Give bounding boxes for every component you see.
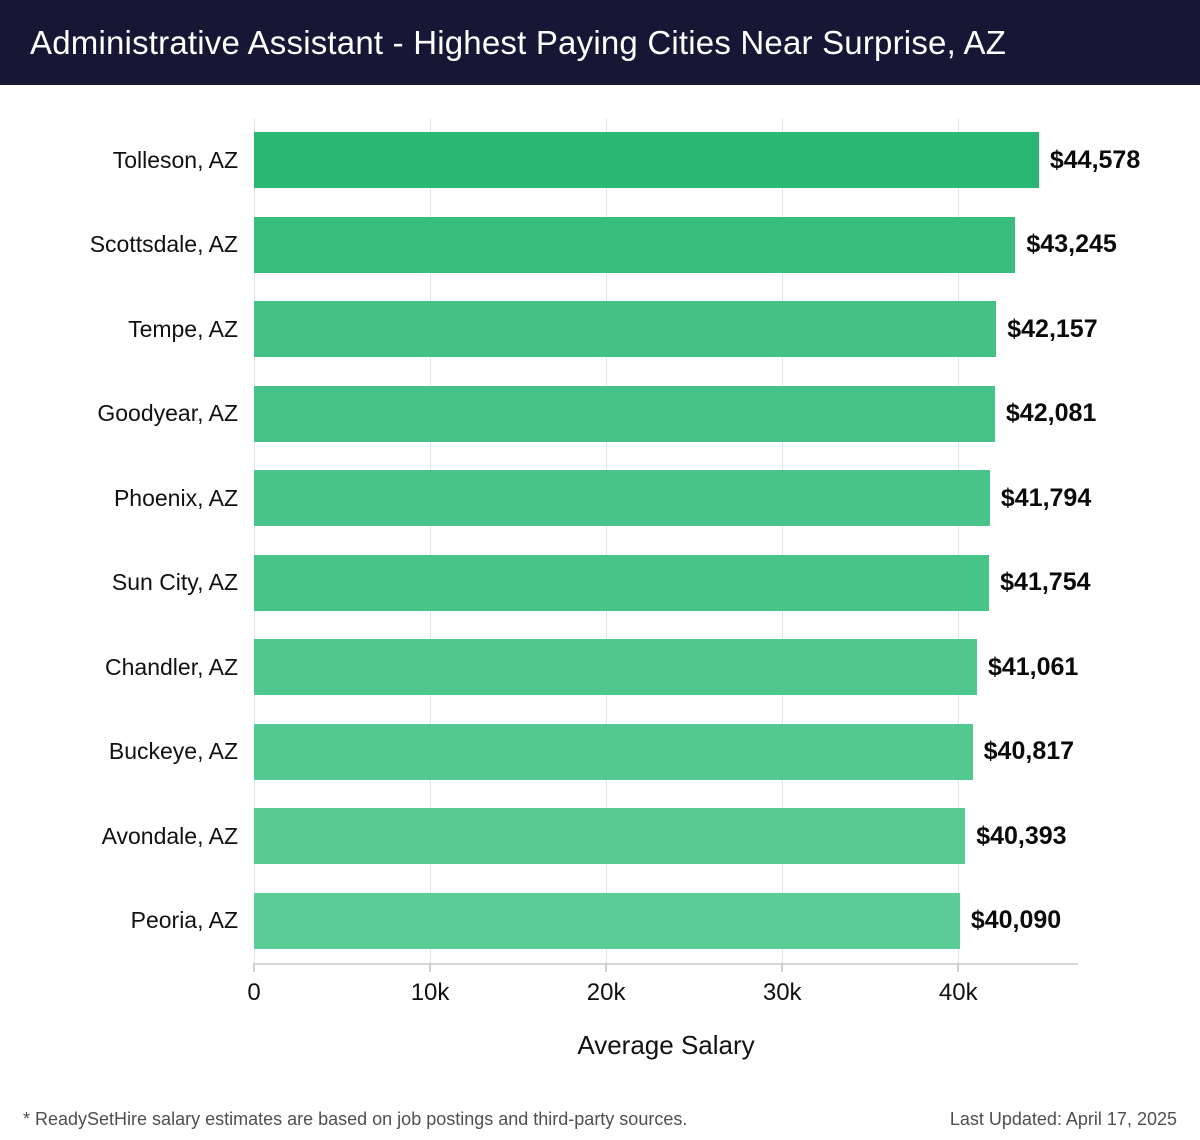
bar-category-label: Chandler, AZ — [105, 653, 238, 680]
x-tick-label: 10k — [410, 979, 450, 1006]
bar — [254, 723, 973, 780]
x-tick-label: 40k — [938, 979, 978, 1006]
bar — [254, 639, 977, 696]
bar-category-label: Phoenix, AZ — [113, 484, 238, 511]
gridline — [781, 118, 783, 963]
x-axis-line — [254, 963, 1078, 965]
bar-category-label: Sun City, AZ — [111, 569, 238, 596]
bar-value-label: $40,090 — [970, 906, 1062, 935]
bar — [254, 554, 990, 611]
gridline — [429, 118, 431, 963]
footer: * ReadySetHire salary estimates are base… — [0, 1109, 1200, 1130]
bar-value-label: $43,245 — [1026, 230, 1117, 259]
bar-value-label: $40,393 — [976, 821, 1067, 850]
bar — [254, 132, 1039, 189]
bar-value-label: $41,794 — [1000, 483, 1092, 512]
bar-category-label: Avondale, AZ — [101, 822, 238, 849]
x-tick-mark — [605, 963, 608, 972]
bar-value-label: $44,578 — [1049, 145, 1141, 174]
bar-value-label: $40,817 — [983, 737, 1075, 766]
bar-value-label: $42,157 — [1007, 314, 1098, 343]
x-tick-mark — [781, 963, 784, 972]
bar-category-label: Buckeye, AZ — [108, 738, 238, 765]
gridline — [253, 118, 255, 963]
bar-category-label: Scottsdale, AZ — [89, 231, 238, 258]
bar-category-label: Peoria, AZ — [130, 907, 238, 934]
bar — [254, 216, 1016, 273]
footer-disclaimer: * ReadySetHire salary estimates are base… — [23, 1109, 688, 1129]
x-tick-label: 30k — [762, 979, 802, 1006]
x-tick-label: 0 — [247, 979, 261, 1006]
plot-area: Tolleson, AZ $44,578 Scottsdale, AZ $43,245… — [90, 118, 1140, 965]
bar-category-label: Goodyear, AZ — [97, 400, 238, 427]
bar — [254, 301, 997, 358]
bar-value-label: $41,061 — [987, 652, 1079, 681]
bar — [254, 808, 966, 865]
bar — [254, 892, 960, 949]
gridline — [605, 118, 607, 963]
header-bar: Administrative Assistant - Highest Payin… — [0, 0, 1200, 85]
x-tick-mark — [429, 963, 432, 972]
bar — [254, 470, 990, 527]
x-tick-mark — [253, 963, 255, 972]
gridline — [957, 118, 959, 963]
bar-category-label: Tolleson, AZ — [112, 146, 238, 173]
x-tick-label: 20k — [586, 979, 626, 1006]
bar-category-label: Tempe, AZ — [128, 315, 238, 342]
x-axis: 0 10k 20k 30k 40k — [247, 963, 1078, 1023]
x-axis-label: Average Salary — [577, 1030, 755, 1060]
bar-value-label: $42,081 — [1005, 399, 1097, 428]
bar-value-label: $41,754 — [1000, 568, 1091, 597]
footer-last-updated: Last Updated: April 17, 2025 — [949, 1109, 1177, 1129]
x-tick-mark — [957, 963, 960, 972]
page-title: Administrative Assistant - Highest Payin… — [30, 23, 1007, 61]
bar — [254, 385, 995, 442]
